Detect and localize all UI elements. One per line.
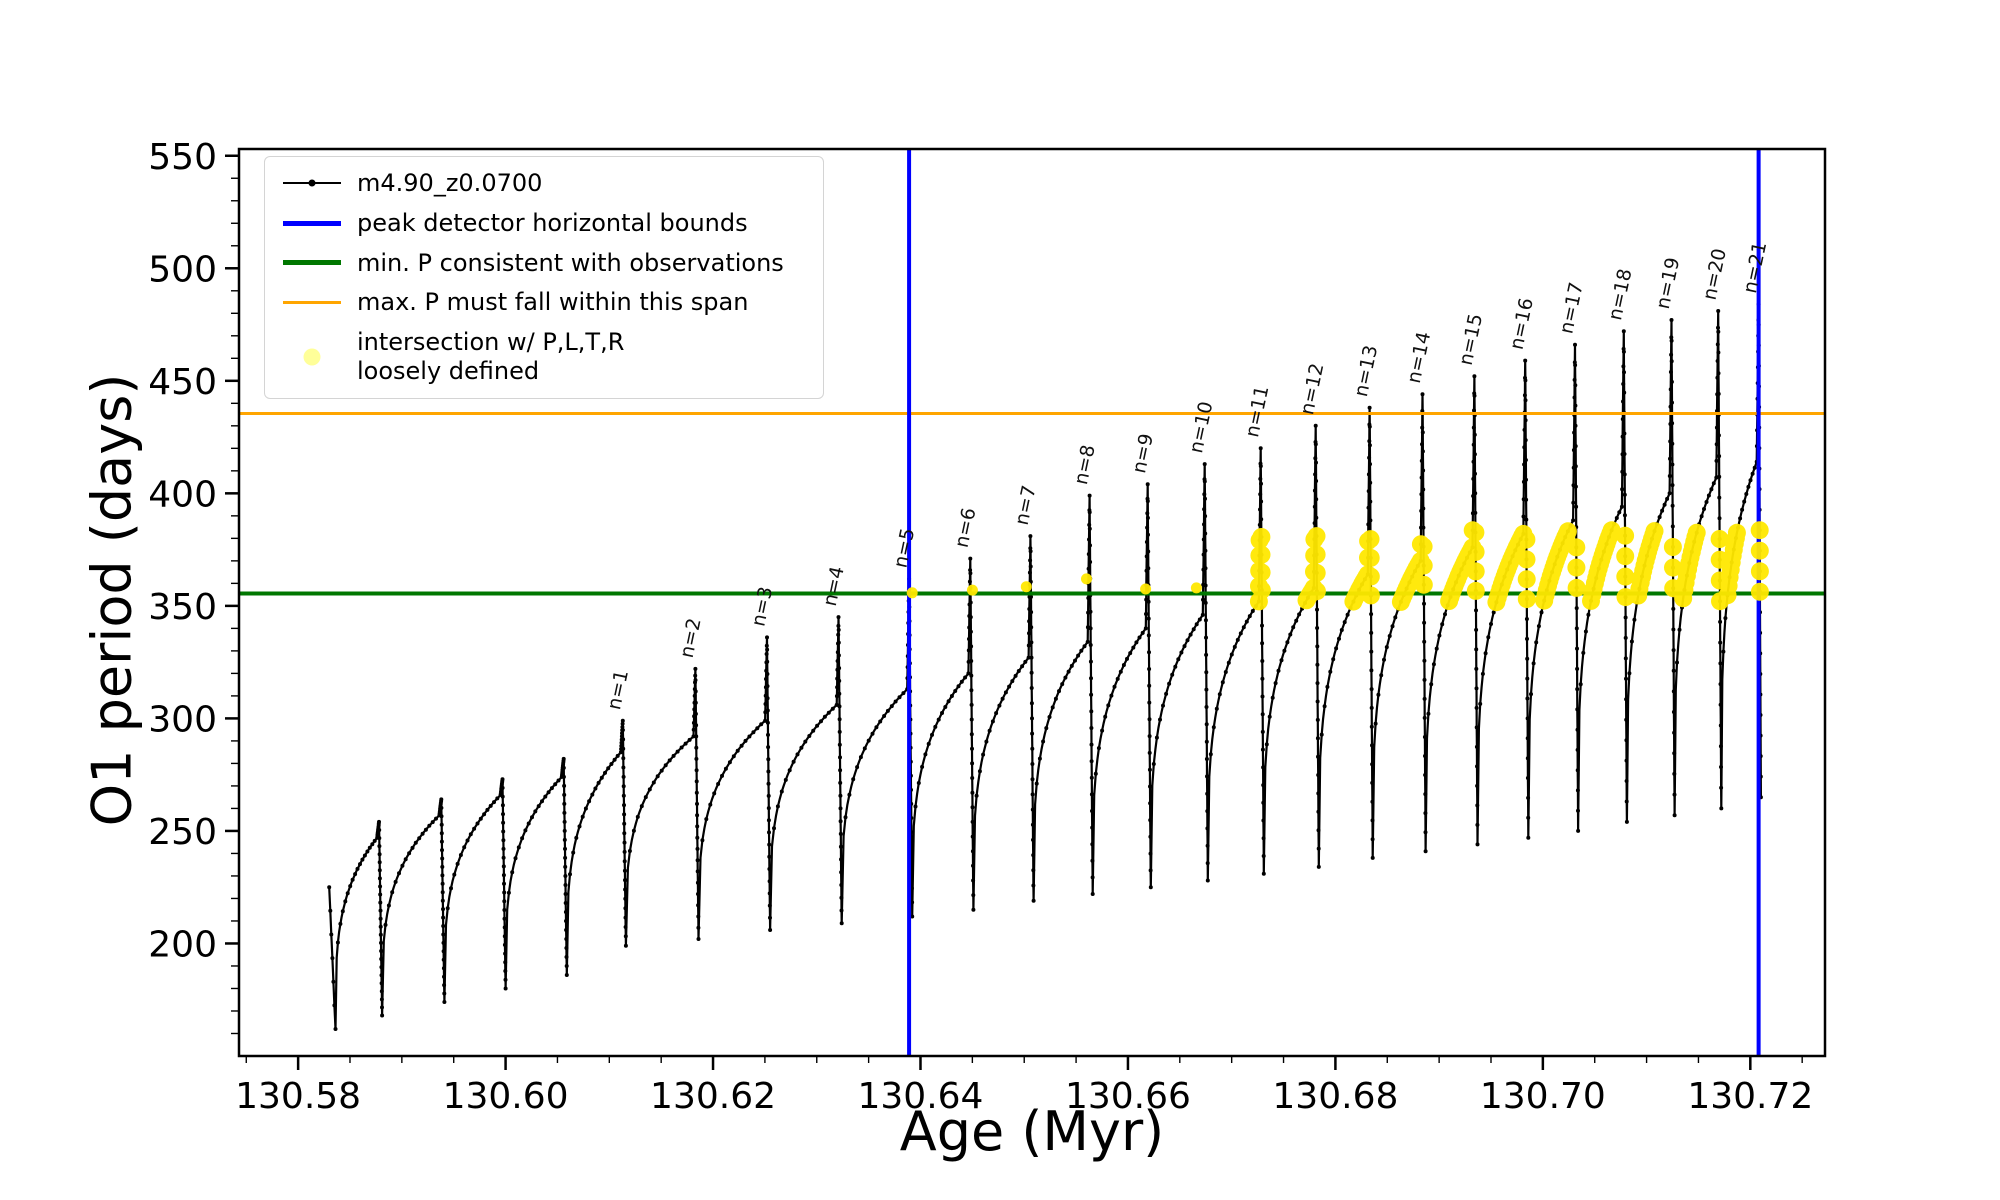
peak-label: n=4 xyxy=(819,564,849,608)
y-tick-label: 400 xyxy=(148,474,217,515)
x-tick-label: 130.72 xyxy=(1687,1076,1813,1117)
x-tick-label: 130.60 xyxy=(443,1076,569,1117)
peak-label: n=8 xyxy=(1070,443,1100,487)
peak-label: n=9 xyxy=(1128,432,1158,476)
peak-label: n=20 xyxy=(1699,246,1731,302)
peak-label: n=15 xyxy=(1455,312,1487,368)
intersection-highlights xyxy=(1249,521,1769,612)
y-tick-label: 550 xyxy=(148,137,217,178)
legend-item-peak-bounds: peak detector horizontal bounds xyxy=(283,209,805,238)
series-swatch xyxy=(283,170,341,196)
x-tick-label: 130.66 xyxy=(1065,1076,1191,1117)
x-tick-label: 130.64 xyxy=(858,1076,984,1117)
legend-item-series: m4.90_z0.0700 xyxy=(283,169,805,198)
peak-label: n=7 xyxy=(1011,483,1041,527)
peak-label: n=18 xyxy=(1604,267,1636,323)
intersection-dots xyxy=(906,573,1202,599)
x-tick-label: 130.58 xyxy=(235,1076,361,1117)
peak-bounds-swatch xyxy=(283,210,341,236)
peak-label: n=3 xyxy=(747,585,777,629)
peak-label: n=13 xyxy=(1350,343,1382,399)
peak-label: n=17 xyxy=(1555,280,1587,336)
peak-label: n=21 xyxy=(1739,240,1771,296)
y-axis-title: O1 period (days) xyxy=(80,373,144,827)
x-tick-label: 130.62 xyxy=(650,1076,776,1117)
y-tick-label: 300 xyxy=(148,699,217,740)
y-tick-label: 250 xyxy=(148,812,217,853)
peak-label: n=11 xyxy=(1241,384,1273,440)
legend-item-label: intersection w/ P,L,T,R loosely defined xyxy=(357,328,625,385)
x-tick-label: 130.70 xyxy=(1480,1076,1606,1117)
legend-item-label: max. P must fall within this span xyxy=(357,288,749,317)
peak-label: n=12 xyxy=(1296,361,1328,417)
peak-label: n=2 xyxy=(676,616,706,660)
peak-label: n=5 xyxy=(889,526,919,570)
legend-item-label: peak detector horizontal bounds xyxy=(357,208,748,237)
peak-label: n=6 xyxy=(951,506,981,550)
peak-label: n=1 xyxy=(603,668,633,712)
y-tick-label: 200 xyxy=(148,924,217,965)
x-axis-title: Age (Myr) xyxy=(899,1100,1165,1163)
legend-item-min-period: min. P consistent with observations xyxy=(283,249,805,278)
y-tick-label: 450 xyxy=(148,362,217,403)
y-tick-label: 350 xyxy=(148,587,217,628)
y-tick-label: 500 xyxy=(148,249,217,290)
peak-label: n=10 xyxy=(1185,400,1217,456)
legend-item-label: m4.90_z0.0700 xyxy=(357,169,543,197)
peak-label: n=16 xyxy=(1506,296,1538,352)
min-period-swatch xyxy=(283,250,341,276)
intersection-swatch xyxy=(283,344,341,370)
peak-label: n=19 xyxy=(1652,255,1684,311)
max-period-swatch xyxy=(283,290,341,316)
x-tick-label: 130.68 xyxy=(1272,1076,1398,1117)
plot-border xyxy=(237,147,1827,1058)
peak-label: n=14 xyxy=(1403,330,1435,386)
legend-item-label: min. P consistent with observations xyxy=(357,248,784,277)
legend-item-intersection: intersection w/ P,L,T,R loosely defined xyxy=(283,328,805,386)
legend-item-max-period: max. P must fall within this span xyxy=(283,288,805,317)
